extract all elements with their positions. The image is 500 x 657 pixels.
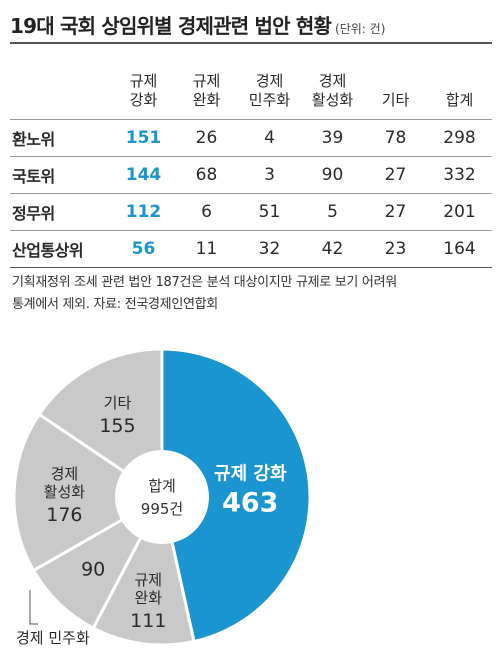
- table-cell: 27: [364, 193, 427, 231]
- table-cell: 3: [238, 156, 301, 194]
- table-row: 정무위 112 6 51 5 27 201: [10, 193, 492, 231]
- table-row: 환노위 151 26 4 39 78 298: [10, 119, 492, 157]
- header-other: 기타: [381, 91, 410, 109]
- slice-regulation-strengthen: [160, 347, 312, 644]
- table-cell: 112: [112, 193, 175, 231]
- footnote-line: 기획재정위 조세 관련 법안 187건은 분석 대상이지만 규제로 보기 어려워: [12, 275, 397, 290]
- slice-label-economic-democratization: 경제 민주화: [16, 629, 90, 647]
- slice-value-regulation-ease: 111: [130, 610, 166, 632]
- table-cell: 4: [238, 119, 301, 157]
- slice-label-economic-activation-line1: 경제: [51, 465, 79, 483]
- slice-label-economic-activation-line2: 활성화: [44, 483, 86, 501]
- title-text: 19대 국회 상임위별 경제관련 법안 현황: [10, 14, 332, 38]
- slice-other: [37, 347, 164, 500]
- table-header-row: 규제 강화 규제 완화 경제 민주화 경제 활성화 기타 합계: [10, 52, 492, 120]
- table-row: 국토위 144 68 3 90 27 332: [10, 156, 492, 194]
- table-cell: 42: [301, 230, 364, 268]
- table-cell: 39: [301, 119, 364, 157]
- slice-economic-activation: [12, 412, 165, 573]
- table-cell: 56: [112, 230, 175, 268]
- slice-value-regulation-strengthen: 463: [222, 487, 278, 518]
- pie-center-value: 995건: [141, 500, 183, 518]
- header-economic-democratization: 경제 민주화: [248, 72, 291, 109]
- committee-table: 규제 강화 규제 완화 경제 민주화 경제 활성화 기타 합계 환노위 151 …: [10, 52, 492, 268]
- slice-value-economic-democratization: 90: [81, 558, 105, 580]
- table-cell: 51: [238, 193, 301, 231]
- footnote: 기획재정위 조세 관련 법안 187건은 분석 대상이지만 규제로 보기 어려워…: [12, 272, 490, 316]
- committee-name: 국토위: [10, 156, 112, 194]
- table-cell: 90: [301, 156, 364, 194]
- table-cell: 32: [238, 230, 301, 268]
- table-cell: 27: [364, 156, 427, 194]
- table-cell: 332: [427, 156, 492, 194]
- slice-value-other: 155: [99, 415, 135, 437]
- unit-label: (단위: 건): [335, 22, 386, 36]
- table-cell: 201: [427, 193, 492, 231]
- leader-line: [29, 590, 38, 625]
- table-cell: 164: [427, 230, 492, 268]
- committee-name: 산업통상위: [10, 230, 112, 268]
- table-cell: 151: [112, 119, 175, 157]
- table-cell: 144: [112, 156, 175, 194]
- table-cell: 78: [364, 119, 427, 157]
- table-cell: 68: [175, 156, 238, 194]
- header-regulation-ease: 규제 완화: [192, 72, 221, 109]
- chart-title: 19대 국회 상임위별 경제관련 법안 현황 (단위: 건): [10, 10, 385, 39]
- pie-center-label: 합계: [148, 477, 176, 495]
- slice-label-regulation-strengthen: 규제 강화: [214, 463, 287, 484]
- header-regulation-strengthen: 규제 강화: [129, 72, 158, 109]
- table-row: 산업통상위 56 11 32 42 23 164: [10, 230, 492, 268]
- slice-label-regulation-ease-line1: 규제: [134, 571, 162, 589]
- table-cell: 23: [364, 230, 427, 268]
- header-economic-activation: 경제 활성화: [311, 72, 354, 109]
- slice-label-other: 기타: [104, 394, 132, 412]
- committee-name: 정무위: [10, 193, 112, 231]
- footnote-source-line: 통계에서 제외. 자료: 전국경제인연합회: [12, 297, 218, 312]
- table-cell: 6: [175, 193, 238, 231]
- title-rule: [10, 42, 492, 44]
- table-cell: 5: [301, 193, 364, 231]
- slice-value-economic-activation: 176: [46, 504, 82, 526]
- committee-name: 환노위: [10, 119, 112, 157]
- header-total: 합계: [445, 91, 474, 109]
- table-cell: 26: [175, 119, 238, 157]
- slice-label-regulation-ease-line2: 완화: [134, 589, 162, 607]
- table-cell: 11: [175, 230, 238, 268]
- pie-center-hole: [115, 450, 209, 544]
- table-cell: 298: [427, 119, 492, 157]
